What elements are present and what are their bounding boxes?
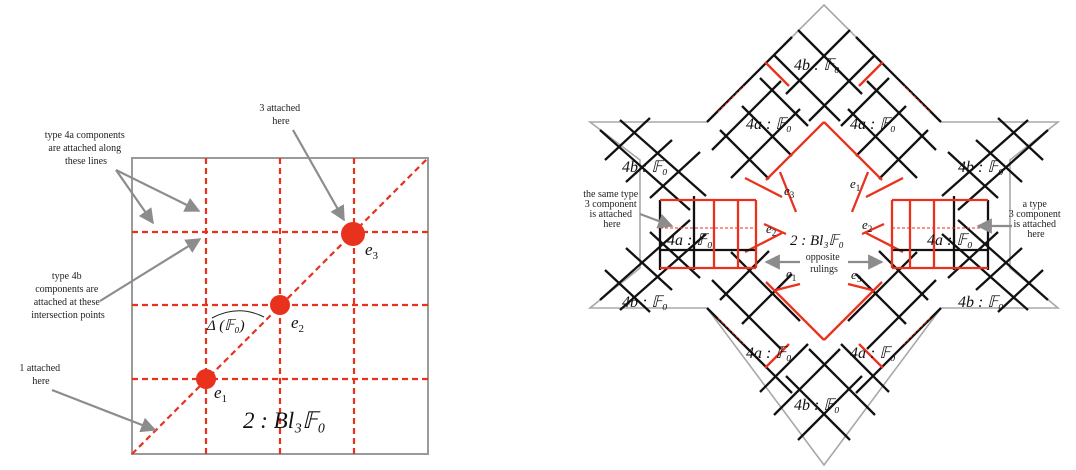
label-4b-bottom: 4b : 𝔽₀	[794, 397, 840, 414]
label-4b-lower-right: 4b : 𝔽₀	[958, 294, 1004, 311]
annotation-type4a: type 4a components are attached along th…	[45, 130, 201, 225]
inner-e-label: e1	[850, 176, 860, 193]
annotation-three-attached: 3 attached here	[259, 103, 345, 222]
svg-text:3 attached here: 3 attached here	[259, 103, 302, 127]
upper-right-4a-region	[847, 36, 942, 199]
label-4a-right: 4a : 𝔽₀	[927, 232, 973, 249]
diagonal-label: Δ (𝔽₀)	[206, 318, 245, 334]
right-panel: 4a : 𝔽₀ 4a : 𝔽₀ 4a : 𝔽₀ 4a : 𝔽₀ 4a : 𝔽₀ …	[583, 3, 1063, 467]
right-note: a type 3 component is attached here	[1009, 199, 1063, 240]
arrow	[292, 129, 345, 222]
inner-e-label: e3	[851, 267, 862, 284]
label-4a-upper-right: 4a : 𝔽₀	[850, 116, 896, 133]
inner-e-label: e2	[766, 221, 776, 238]
left-wing	[599, 117, 758, 313]
point-e3	[341, 222, 365, 246]
right-wing	[890, 117, 1049, 313]
lower-left-4a-region	[706, 231, 801, 394]
opposite-rulings-label: opposite rulings	[806, 252, 842, 275]
left-note: the same type 3 component is attached he…	[583, 189, 640, 230]
arrow	[115, 169, 201, 212]
inner-e-label: e2	[862, 217, 872, 234]
e1-label: e1	[214, 383, 227, 405]
annotation-one-attached: 1 attached here	[19, 363, 157, 433]
center-boundary	[763, 121, 885, 341]
label-4a-lower-right: 4a : 𝔽₀	[850, 345, 896, 362]
arrow	[51, 388, 157, 433]
center-label: 2 : Bl₃𝔽₀	[790, 233, 844, 249]
upper-left-4a-region	[706, 36, 801, 199]
annotation-type4b: type 4b components are attached at these…	[31, 238, 202, 321]
label-4a-upper-left: 4a : 𝔽₀	[746, 116, 792, 133]
arrow	[99, 238, 202, 302]
e2-label: e2	[291, 313, 304, 335]
point-e1	[196, 369, 216, 389]
lower-right-4a-region	[847, 231, 942, 394]
arrow	[115, 169, 154, 225]
e3-label: e3	[365, 240, 379, 262]
bottom-4b-region	[759, 343, 890, 441]
top-4b-region	[759, 29, 890, 127]
point-e2	[270, 295, 290, 315]
left-panel: e1 e2 e3 Δ (𝔽₀) 2 : Bl₃𝔽₀ type 4a compon…	[19, 103, 429, 455]
component-label: 2 : Bl₃𝔽₀	[243, 408, 326, 433]
label-4b-upper-right: 4b : 𝔽₀	[958, 159, 1004, 176]
svg-text:type 4a components are: type 4a components are attached along th…	[45, 130, 127, 167]
label-4b-upper-left: 4b : 𝔽₀	[622, 159, 668, 176]
label-4b-lower-left: 4b : 𝔽₀	[622, 294, 668, 311]
label-4b-top: 4b : 𝔽₀	[794, 57, 840, 74]
inner-e-label: e3	[784, 183, 795, 200]
svg-text:1 attached here: 1 attached here	[19, 363, 62, 387]
svg-text:type 4b components are: type 4b components are attached at these…	[31, 271, 105, 321]
arrow	[639, 212, 674, 229]
label-4a-lower-left: 4a : 𝔽₀	[746, 345, 792, 362]
label-4a-left: 4a : 𝔽₀	[667, 232, 713, 249]
diag-arc	[211, 310, 265, 319]
inner-e-label: e1	[786, 266, 796, 283]
